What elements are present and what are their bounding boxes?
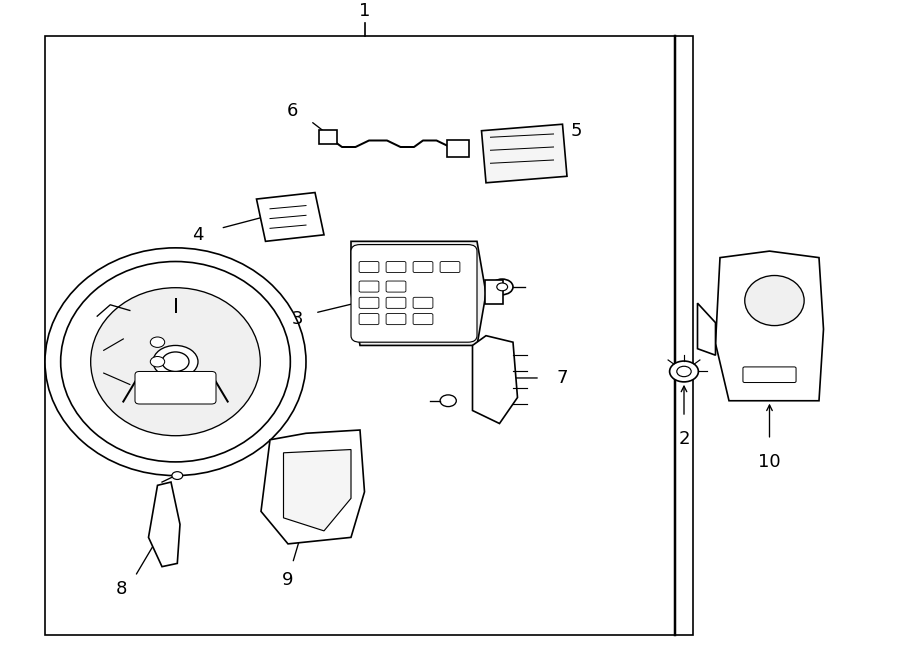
Circle shape [670, 361, 698, 382]
Circle shape [497, 283, 508, 291]
Text: 6: 6 [287, 102, 298, 120]
FancyBboxPatch shape [413, 262, 433, 272]
Polygon shape [261, 430, 365, 544]
Circle shape [153, 346, 198, 378]
FancyBboxPatch shape [351, 245, 477, 342]
FancyBboxPatch shape [413, 297, 433, 308]
Circle shape [162, 352, 189, 371]
FancyBboxPatch shape [45, 36, 693, 635]
Circle shape [150, 337, 165, 348]
Polygon shape [472, 336, 518, 424]
Ellipse shape [91, 288, 260, 436]
Text: 7: 7 [557, 369, 568, 387]
Circle shape [677, 366, 691, 377]
FancyBboxPatch shape [413, 313, 433, 325]
FancyBboxPatch shape [359, 281, 379, 292]
Text: 10: 10 [758, 453, 781, 471]
FancyBboxPatch shape [440, 262, 460, 272]
Text: 5: 5 [571, 122, 581, 139]
Ellipse shape [745, 276, 805, 326]
FancyBboxPatch shape [386, 297, 406, 308]
Text: 4: 4 [193, 226, 203, 244]
FancyBboxPatch shape [359, 297, 379, 308]
Polygon shape [716, 251, 824, 401]
Polygon shape [351, 241, 486, 346]
FancyBboxPatch shape [386, 262, 406, 272]
FancyBboxPatch shape [359, 262, 379, 272]
Text: 3: 3 [292, 311, 302, 329]
Text: 9: 9 [283, 570, 293, 589]
Circle shape [440, 395, 456, 407]
Ellipse shape [45, 248, 306, 475]
FancyBboxPatch shape [386, 281, 406, 292]
Text: 1: 1 [359, 2, 370, 20]
FancyBboxPatch shape [386, 313, 406, 325]
Text: 2: 2 [679, 430, 689, 448]
FancyBboxPatch shape [447, 140, 469, 157]
Polygon shape [482, 124, 567, 183]
Polygon shape [698, 303, 716, 355]
Polygon shape [256, 192, 324, 241]
FancyBboxPatch shape [135, 371, 216, 404]
FancyBboxPatch shape [485, 280, 503, 305]
Polygon shape [148, 482, 180, 566]
Circle shape [150, 356, 165, 367]
Polygon shape [284, 449, 351, 531]
Text: 8: 8 [116, 580, 127, 598]
FancyBboxPatch shape [319, 130, 337, 144]
FancyBboxPatch shape [743, 367, 796, 383]
Ellipse shape [60, 262, 291, 462]
Circle shape [491, 279, 513, 295]
Circle shape [172, 472, 183, 479]
Circle shape [150, 376, 165, 387]
FancyBboxPatch shape [359, 313, 379, 325]
